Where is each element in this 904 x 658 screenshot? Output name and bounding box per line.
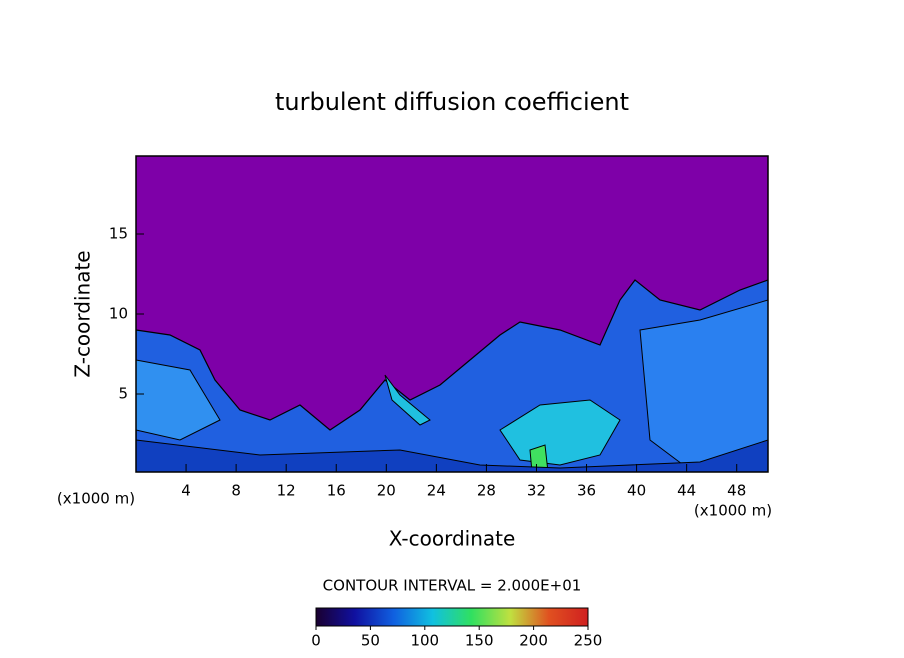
colorbar-tick-label: 250	[574, 632, 603, 650]
field-region	[639, 299, 768, 471]
x-tick-label: 28	[477, 482, 496, 500]
y-tick-label: 5	[118, 385, 128, 403]
x-tick-label: 24	[427, 482, 446, 500]
chart-title: turbulent diffusion coefficient	[275, 88, 629, 116]
colorbar	[315, 607, 589, 627]
x-axis-label: X-coordinate	[389, 527, 516, 551]
y-tick-label: 15	[109, 225, 128, 243]
x-unit: (x1000 m)	[694, 502, 772, 520]
field-region	[136, 359, 221, 441]
x-unit: (x1000 m)	[57, 490, 135, 508]
x-tick-label: 36	[577, 482, 596, 500]
field-region	[384, 374, 431, 426]
x-tick-label: 48	[727, 482, 746, 500]
x-tick-label: 32	[527, 482, 546, 500]
x-tick-label: 16	[327, 482, 346, 500]
x-tick-label: 44	[677, 482, 696, 500]
colorbar-tick-label: 150	[465, 632, 494, 650]
x-tick-label: 12	[277, 482, 296, 500]
field-region	[136, 439, 768, 472]
contour-interval: CONTOUR INTERVAL = 2.000E+01	[323, 577, 582, 595]
field-shapes	[136, 279, 768, 472]
y-axis-label: Z-coordinate	[71, 250, 95, 377]
field-region	[529, 444, 549, 472]
colorbar-tick-label: 100	[410, 632, 439, 650]
x-tick-label: 40	[627, 482, 646, 500]
colorbar-tick-label: 0	[311, 632, 321, 650]
field-region	[499, 399, 621, 466]
x-tick-label: 4	[181, 482, 191, 500]
colorbar-tick-label: 200	[519, 632, 548, 650]
x-tick-label: 8	[231, 482, 241, 500]
y-tick-label: 10	[109, 305, 128, 323]
x-tick-label: 20	[377, 482, 396, 500]
colorbar-tick-label: 50	[361, 632, 380, 650]
